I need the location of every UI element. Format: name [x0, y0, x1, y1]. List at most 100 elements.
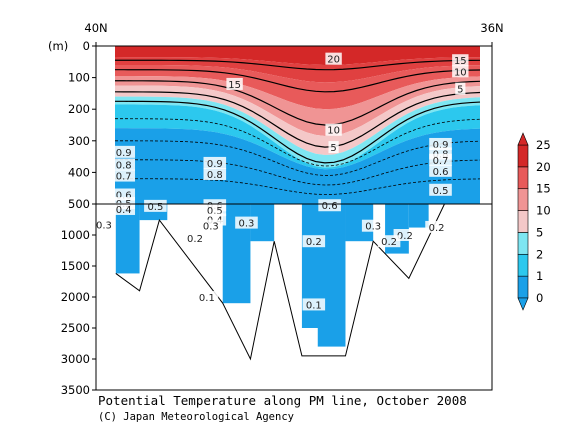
colorbar-min-arrow — [517, 297, 529, 311]
isotherm-label-25: 0.3 — [203, 222, 219, 233]
isotherm-label-35: 0.1 — [199, 293, 215, 304]
isotherm-label-21: 0.5 — [147, 202, 163, 213]
isotherm-label-bg-13 — [203, 167, 227, 180]
isotherm-labels: 2015151051050.90.80.70.60.50.90.80.90.80… — [92, 52, 469, 311]
isotherm-label-23: 0.5 — [207, 206, 223, 217]
isotherm-line-7 — [114, 159, 481, 186]
sea-floor-polyline — [115, 203, 445, 361]
colorbar-tick-label: 25 — [536, 138, 551, 152]
isotherm-label-bg-18 — [429, 183, 452, 196]
isotherm-label-18: 0.5 — [433, 186, 449, 197]
colorbar-segment-5 — [517, 166, 529, 190]
isotherm-label-14: 0.9 — [433, 140, 449, 151]
x-tick-label: 36N — [480, 21, 503, 35]
isotherm-label-19: 0.4 — [116, 205, 132, 216]
isotherm-label-bg-0 — [325, 52, 342, 65]
isotherm-label-10: 0.6 — [116, 191, 132, 202]
isotherm-label-29: 0.3 — [365, 222, 381, 233]
isotherm-label-33: 0.2 — [429, 223, 445, 234]
colorbar-tick-label: 5 — [536, 225, 543, 239]
colorbar-tick-label: 0 — [536, 291, 543, 305]
temperature-band-1 — [115, 57, 480, 83]
isotherm-label-bg-26 — [235, 216, 258, 229]
colorbar-tick-label: 10 — [536, 204, 551, 218]
temperature-band-0 — [115, 46, 480, 65]
isotherm-label-bg-6 — [328, 141, 339, 154]
isotherm-label-8: 0.8 — [116, 161, 132, 172]
isotherm-label-7: 0.9 — [116, 148, 132, 159]
isotherm-label-32: 0.2 — [381, 237, 397, 248]
isotherm-label-5: 10 — [327, 126, 340, 137]
isotherm-label-bg-28 — [318, 199, 341, 212]
isotherm-label-9: 0.7 — [116, 172, 132, 183]
plot-frame — [95, 45, 493, 391]
plot-border — [95, 45, 493, 391]
deep-water-column-0 — [115, 204, 140, 274]
isotherm-label-34: 0.1 — [306, 300, 322, 311]
isotherm-line-6 — [114, 140, 481, 176]
x-tick-label: 40N — [84, 21, 107, 35]
isotherm-label-bg-5 — [325, 123, 342, 136]
temperature-band-2 — [115, 64, 480, 110]
isotherm-label-bg-1 — [226, 77, 243, 90]
isotherm-label-bg-27 — [183, 232, 207, 245]
isotherm-label-bg-4 — [455, 82, 466, 95]
temperature-band-3 — [115, 76, 480, 137]
y-tick-label: 100 — [68, 71, 90, 85]
isotherm-label-bg-31 — [302, 235, 326, 248]
isotherm-label-0: 20 — [327, 55, 340, 66]
y-tick-label: 200 — [68, 102, 90, 116]
isotherm-label-bg-17 — [429, 164, 452, 177]
y-tick-label: 300 — [68, 134, 90, 148]
chart-title: Potential Temperature along PM line, Oct… — [98, 393, 467, 408]
isotherm-label-2: 15 — [454, 56, 467, 67]
axes: 0 100 200 300 400 500 1000 1500 2000 2500 3000 3500… — [48, 21, 504, 397]
isotherm-label-20: 0.3 — [96, 220, 112, 231]
isotherm-label-bg-7 — [112, 145, 136, 158]
colorbar-segment-6 — [517, 144, 529, 168]
isotherm-label-13: 0.8 — [207, 170, 223, 181]
isotherm-label-bg-2 — [452, 54, 469, 67]
isotherm-label-bg-9 — [112, 169, 136, 182]
sea-floor-line — [115, 203, 445, 361]
isotherm-label-bg-34 — [302, 298, 326, 311]
isotherm-line-3 — [114, 91, 481, 148]
isotherm-label-30: 0.2 — [397, 231, 413, 242]
isotherm-label-bg-19 — [112, 202, 136, 215]
temperature-band-6 — [115, 104, 480, 170]
y-tick-label: 1000 — [61, 228, 90, 242]
isotherm-label-16: 0.7 — [433, 156, 449, 167]
y-tick-label: 2500 — [61, 321, 90, 335]
colorbar-tick-label: 2 — [536, 247, 543, 261]
isotherm-label-6: 5 — [330, 143, 336, 154]
isotherm-label-bg-29 — [361, 219, 385, 232]
isotherm-line-8 — [114, 178, 481, 195]
isotherm-line-5 — [114, 118, 481, 167]
colorbar-segment-2 — [517, 232, 529, 255]
isotherm-line-4 — [114, 100, 481, 164]
colorbar-segment-4 — [517, 188, 529, 211]
isotherm-label-27: 0.2 — [187, 234, 203, 245]
isotherm-label-26: 0.3 — [239, 219, 255, 230]
isotherm-label-28: 0.6 — [322, 201, 338, 212]
lower-temperature-field — [115, 204, 429, 347]
y-tick-label: 400 — [68, 165, 90, 179]
isotherm-label-bg-32 — [377, 235, 401, 248]
temperature-band-7 — [115, 128, 480, 204]
isotherm-line-2 — [114, 80, 481, 126]
isotherm-label-bg-12 — [203, 156, 227, 169]
isotherm-label-bg-25 — [199, 219, 223, 232]
deep-water-column-8 — [408, 204, 429, 228]
y-tick-label: 0 — [83, 39, 90, 53]
isotherm-label-bg-35 — [195, 291, 219, 303]
y-tick-label: 3000 — [61, 352, 90, 366]
isotherm-label-bg-23 — [203, 204, 227, 217]
isotherm-label-bg-21 — [144, 199, 167, 212]
colorbar-tick-label: 15 — [536, 182, 551, 196]
colorbar-tick-label: 20 — [536, 160, 551, 174]
y-unit-label: (m) — [48, 39, 68, 53]
isotherm-label-bg-8 — [112, 158, 136, 171]
deep-water-column-3 — [250, 204, 275, 242]
